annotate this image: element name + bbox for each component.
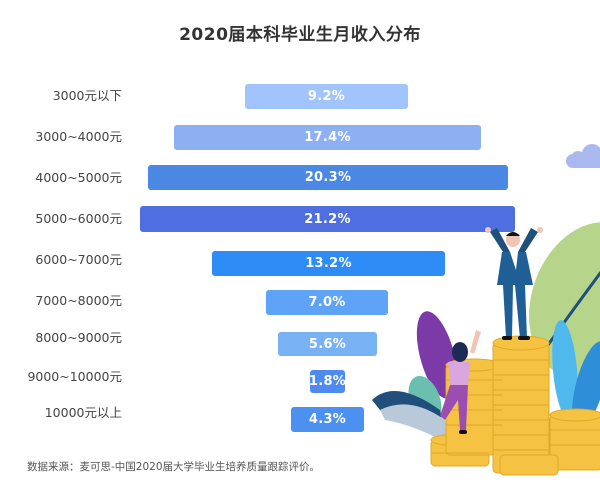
leaf-icon [408, 375, 442, 425]
category-label: 3000~4000元 [35, 129, 122, 144]
bar-value-label: 7.0% [308, 295, 346, 310]
bar-value-label: 13.2% [305, 256, 352, 271]
woman-climbing-icon [440, 330, 481, 434]
bar-value-label: 1.8% [308, 374, 347, 389]
category-label: 9000~10000元 [27, 369, 122, 384]
category-label: 10000元以上 [44, 405, 122, 420]
bar-5000-6000: 21.2% [140, 206, 515, 232]
leaf-icon [372, 391, 445, 440]
bar-value-label: 9.2% [307, 89, 346, 104]
leaf-icon [380, 404, 450, 445]
category-label: 7000~8000元 [35, 293, 122, 308]
category-label: 3000元以下 [52, 88, 122, 103]
category-label: 6000~7000元 [35, 252, 122, 267]
bar-8000-9000: 5.6% [278, 332, 377, 356]
data-source-note: 数据来源：麦可思-中国2020届大学毕业生培养质量跟踪评价。 [27, 461, 321, 473]
bar-value-label: 5.6% [308, 336, 347, 352]
bar-value-label: 17.4% [304, 130, 351, 145]
category-label: 5000~6000元 [35, 211, 122, 226]
bar-10000-above: 4.3% [291, 407, 364, 432]
leaf-icon [552, 320, 600, 429]
man-cheering-icon [485, 227, 543, 340]
bar-9000-10000: 1.8% [308, 370, 347, 393]
bar-6000-7000: 13.2% [212, 251, 445, 276]
category-label: 4000~5000元 [35, 170, 122, 185]
leaf-icon [416, 311, 458, 399]
coin-stack-icon [430, 335, 600, 476]
bar-4000-5000: 20.3% [148, 165, 508, 190]
chart-title: 2020届本科毕业生月收入分布 [179, 25, 421, 45]
bar-value-label: 4.3% [308, 412, 347, 427]
bar-3000-4000: 17.4% [174, 125, 481, 150]
bar-7000-8000: 7.0% [266, 290, 388, 315]
leaf-icon [529, 222, 600, 378]
bar-value-label: 21.2% [304, 211, 351, 227]
bar-3000-below: 9.2% [245, 84, 408, 109]
category-label: 8000~9000元 [35, 330, 122, 345]
cloud-icon [566, 144, 600, 168]
bar-value-label: 20.3% [304, 170, 352, 185]
